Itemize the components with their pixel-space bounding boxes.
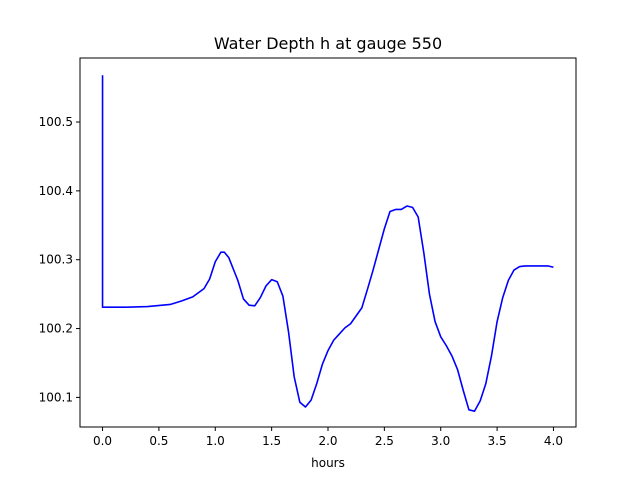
y-tick-label: 100.2 [39, 322, 73, 336]
y-tick-label: 100.5 [39, 115, 73, 129]
y-tick-label: 100.4 [39, 184, 73, 198]
y-axis-ticks: 100.1 100.2 100.3 100.4 100.5 [39, 115, 80, 404]
chart-title: Water Depth h at gauge 550 [214, 34, 442, 53]
y-tick-label: 100.3 [39, 253, 73, 267]
plot-area [101, 75, 554, 412]
x-axis-ticks: 0.0 0.5 1.0 1.5 2.0 2.5 3.0 3.5 4.0 [93, 427, 563, 448]
series-layer [101, 75, 554, 412]
x-tick-label: 2.0 [318, 434, 337, 448]
x-axis-label: hours [311, 456, 345, 470]
x-tick-label: 3.5 [488, 434, 507, 448]
series-line [101, 75, 554, 412]
x-tick-label: 0.0 [93, 434, 112, 448]
x-tick-label: 4.0 [544, 434, 563, 448]
x-tick-label: 3.0 [431, 434, 450, 448]
x-tick-label: 1.0 [206, 434, 225, 448]
y-tick-label: 100.1 [39, 390, 73, 404]
x-tick-label: 1.5 [262, 434, 281, 448]
x-tick-label: 2.5 [375, 434, 394, 448]
x-tick-label: 0.5 [149, 434, 168, 448]
plot-frame [79, 57, 577, 428]
